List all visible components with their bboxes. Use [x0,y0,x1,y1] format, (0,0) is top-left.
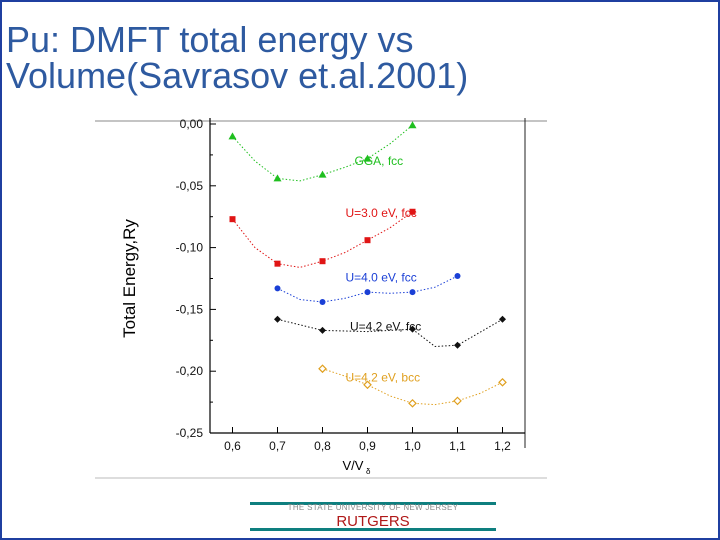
series-label: U=4.2 eV, fcc [350,320,421,334]
data-point [409,289,416,296]
series-line [232,124,413,182]
x-tick-label: 0,6 [224,439,241,453]
y-tick-label: 0,00 [180,118,204,131]
y-tick-label: -0,20 [176,364,204,378]
x-tick-label: 1,2 [494,439,511,453]
data-point [318,170,327,178]
x-tick-label: 0,7 [269,439,286,453]
data-point [499,315,506,323]
rutgers-footer: THE STATE UNIVERSITY OF NEW JERSEY RUTGE… [250,500,496,532]
slide-title: Pu: DMFT total energy vs Volume(Savrasov… [6,22,706,94]
x-tick-label: 1,0 [404,439,421,453]
title-line-2: Volume(Savrasov et.al.2001) [6,55,469,96]
data-point [363,380,372,390]
data-point [453,396,462,406]
series-label: U=4.0 eV, fcc [346,270,417,284]
series-label: U=3.0 eV, fcc [346,206,417,220]
series-line [322,368,503,406]
data-point [454,273,461,280]
data-point [364,289,371,296]
series-line [277,275,458,303]
data-point [274,315,281,323]
x-tick-label: 0,8 [314,439,331,453]
data-point [274,285,281,292]
data-point [454,341,461,349]
data-point [409,208,416,215]
data-point [273,174,282,182]
series-label: U=4.2 eV, bcc [346,370,421,384]
data-point [274,260,281,267]
data-point [319,258,326,265]
data-point [229,216,236,223]
footer-university: THE STATE UNIVERSITY OF NEW JERSEY [287,503,459,512]
data-point [498,377,507,387]
data-point [408,121,417,129]
x-axis-label-subscript: δ [366,467,371,476]
data-point [319,298,326,305]
data-point [409,325,416,333]
y-tick-label: -0,15 [176,302,204,316]
x-tick-label: 0,9 [359,439,376,453]
chart-svg: 0,00 -0,05 -0,10 -0,15 -0,20 -0,25 0,6 0,7 0,8 0,… [95,118,547,479]
footer-bottom-rule [250,528,496,531]
x-axis-label: V/V [343,458,364,473]
data-point [408,398,417,408]
y-tick-label: -0,05 [176,179,204,193]
x-tick-label: 1,1 [449,439,466,453]
footer-rutgers-name: RUTGERS [336,513,410,530]
y-tick-label: -0,25 [176,426,204,440]
data-point [364,237,371,244]
series-label: GGA, fcc [355,154,404,168]
y-axis-label: Total Energy,Ry [120,219,139,338]
energy-volume-chart: 0,00 -0,05 -0,10 -0,15 -0,20 -0,25 0,6 0,7 0,8 0,… [95,118,547,480]
data-point [363,154,372,162]
data-point [228,132,237,140]
data-point [318,364,327,374]
y-tick-label: -0,10 [176,241,204,255]
title-line-1: Pu: DMFT total energy vs [6,19,414,60]
footer-top-rule [250,502,496,505]
data-point [319,326,326,334]
